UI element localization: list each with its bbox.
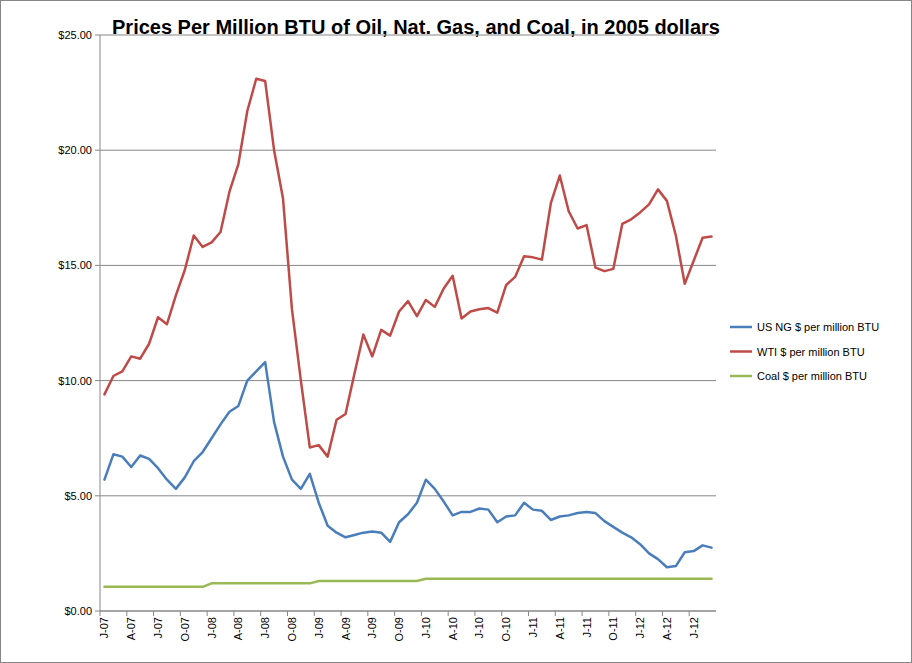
x-tick-label: O-08	[286, 617, 298, 641]
x-tick	[528, 611, 529, 616]
x-tick-label: J-11	[581, 617, 593, 638]
x-tick-label: J-10	[473, 617, 485, 638]
legend-label: Coal $ per million BTU	[757, 370, 867, 382]
x-tick	[421, 611, 422, 616]
x-tick-label: O-07	[179, 617, 191, 641]
y-tick-label: $25.00	[58, 29, 92, 41]
y-tick	[95, 611, 100, 612]
x-tick-label: J-08	[206, 617, 218, 638]
grid-line	[100, 611, 716, 612]
x-tick	[501, 611, 502, 616]
x-tick-label: O-09	[393, 617, 405, 641]
x-tick	[635, 611, 636, 616]
grid-line	[100, 380, 716, 381]
x-tick	[314, 611, 315, 616]
y-tick-label: $5.00	[64, 490, 92, 502]
x-tick-label: J-07	[152, 617, 164, 638]
x-tick	[689, 611, 690, 616]
x-tick-label: O-11	[607, 617, 619, 641]
x-tick-label: J-09	[313, 617, 325, 638]
y-tick-label: $20.00	[58, 144, 92, 156]
y-axis	[100, 35, 101, 611]
x-tick-label: A-12	[661, 617, 673, 640]
y-tick	[95, 35, 100, 36]
x-tick	[233, 611, 234, 616]
chart: Prices Per Million BTU of Oil, Nat. Gas,…	[0, 0, 912, 663]
series-group	[104, 79, 711, 587]
x-tick-label: A-10	[447, 617, 459, 640]
chart-border	[1, 1, 912, 663]
grid-line	[100, 265, 716, 266]
grid-line	[100, 495, 716, 496]
x-tick	[153, 611, 154, 616]
x-tick	[126, 611, 127, 616]
x-tick-label: J-11	[527, 617, 539, 638]
y-tick	[95, 265, 100, 266]
y-tick-label: $15.00	[58, 259, 92, 271]
x-tick	[260, 611, 261, 616]
x-tick-label: O-10	[500, 617, 512, 641]
y-tick-label: $0.00	[64, 605, 92, 617]
x-tick	[448, 611, 449, 616]
y-tick-label: $10.00	[58, 375, 92, 387]
x-tick	[662, 611, 663, 616]
x-tick	[394, 611, 395, 616]
x-tick	[180, 611, 181, 616]
x-tick-label: J-10	[420, 617, 432, 638]
series-line	[104, 579, 711, 587]
x-axis	[100, 611, 716, 612]
x-tick	[474, 611, 475, 616]
x-tick-label: J-09	[366, 617, 378, 638]
y-tick	[95, 380, 100, 381]
legend-label: WTI $ per million BTU	[757, 346, 865, 358]
x-tick	[608, 611, 609, 616]
x-tick	[555, 611, 556, 616]
x-tick-label: J-08	[259, 617, 271, 638]
x-tick-label: J-12	[634, 617, 646, 638]
legend-swatch	[730, 375, 752, 378]
legend-swatch	[730, 350, 752, 353]
x-tick-label: A-07	[125, 617, 137, 640]
x-tick	[341, 611, 342, 616]
y-tick	[95, 495, 100, 496]
x-tick	[582, 611, 583, 616]
grid-line	[100, 150, 716, 151]
x-tick-label: A-11	[554, 617, 566, 639]
x-tick-label: A-08	[232, 617, 244, 640]
x-tick-label: J-12	[688, 617, 700, 638]
series-line	[104, 362, 711, 567]
grid-line	[100, 35, 716, 36]
x-tick	[207, 611, 208, 616]
legend-label: US NG $ per million BTU	[757, 321, 879, 333]
series-line	[104, 79, 711, 457]
x-tick-label: J-07	[98, 617, 110, 638]
x-tick	[100, 611, 101, 616]
y-tick	[95, 150, 100, 151]
x-tick-label: A-09	[340, 617, 352, 640]
x-tick	[367, 611, 368, 616]
x-tick	[287, 611, 288, 616]
legend-swatch	[730, 326, 752, 329]
